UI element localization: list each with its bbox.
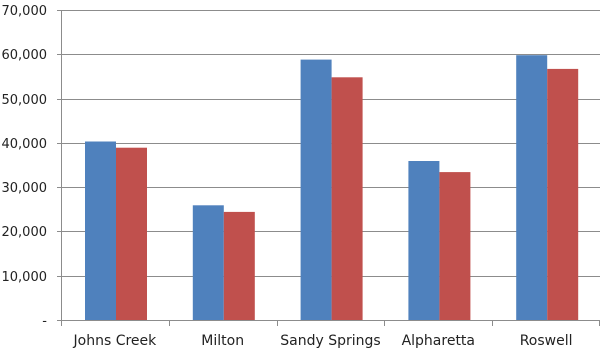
bars xyxy=(85,55,579,321)
axes xyxy=(57,10,600,326)
y-tick-label: 60,000 xyxy=(2,48,48,63)
bar-series2-alpharetta xyxy=(439,172,471,320)
bar-series2-roswell xyxy=(547,68,579,321)
y-tick-label: 50,000 xyxy=(2,93,48,108)
x-tick-label: Roswell xyxy=(520,333,573,349)
bar-series1-johns-creek xyxy=(85,141,116,320)
bar-series2-johns-creek xyxy=(116,147,147,320)
x-tick-label: Sandy Springs xyxy=(280,333,380,349)
bar-series1-sandy-springs xyxy=(300,59,332,320)
y-tick-label: 40,000 xyxy=(2,137,48,152)
y-tick-label: 30,000 xyxy=(2,181,48,196)
y-tick-label: 10,000 xyxy=(2,270,48,285)
x-tick-labels: Johns Creek Milton Sandy Springs Alpharetta… xyxy=(73,333,573,349)
y-tick-labels: - 10,000 20,000 30,000 40,000 50,000 60,000 70,… xyxy=(2,4,48,329)
x-tick-label: Alpharetta xyxy=(402,333,475,349)
x-tick-label: Johns Creek xyxy=(73,333,158,349)
bar-series1-roswell xyxy=(516,55,548,320)
x-tick-label: Milton xyxy=(201,333,244,349)
y-tick-label: 70,000 xyxy=(2,4,48,19)
bar-series2-milton xyxy=(223,211,255,320)
y-tick-label: - xyxy=(42,314,47,329)
bar-series1-alpharetta xyxy=(408,161,440,320)
bar-series2-sandy-springs xyxy=(331,77,363,320)
bar-series1-milton xyxy=(192,205,224,320)
y-tick-label: 20,000 xyxy=(2,225,48,240)
